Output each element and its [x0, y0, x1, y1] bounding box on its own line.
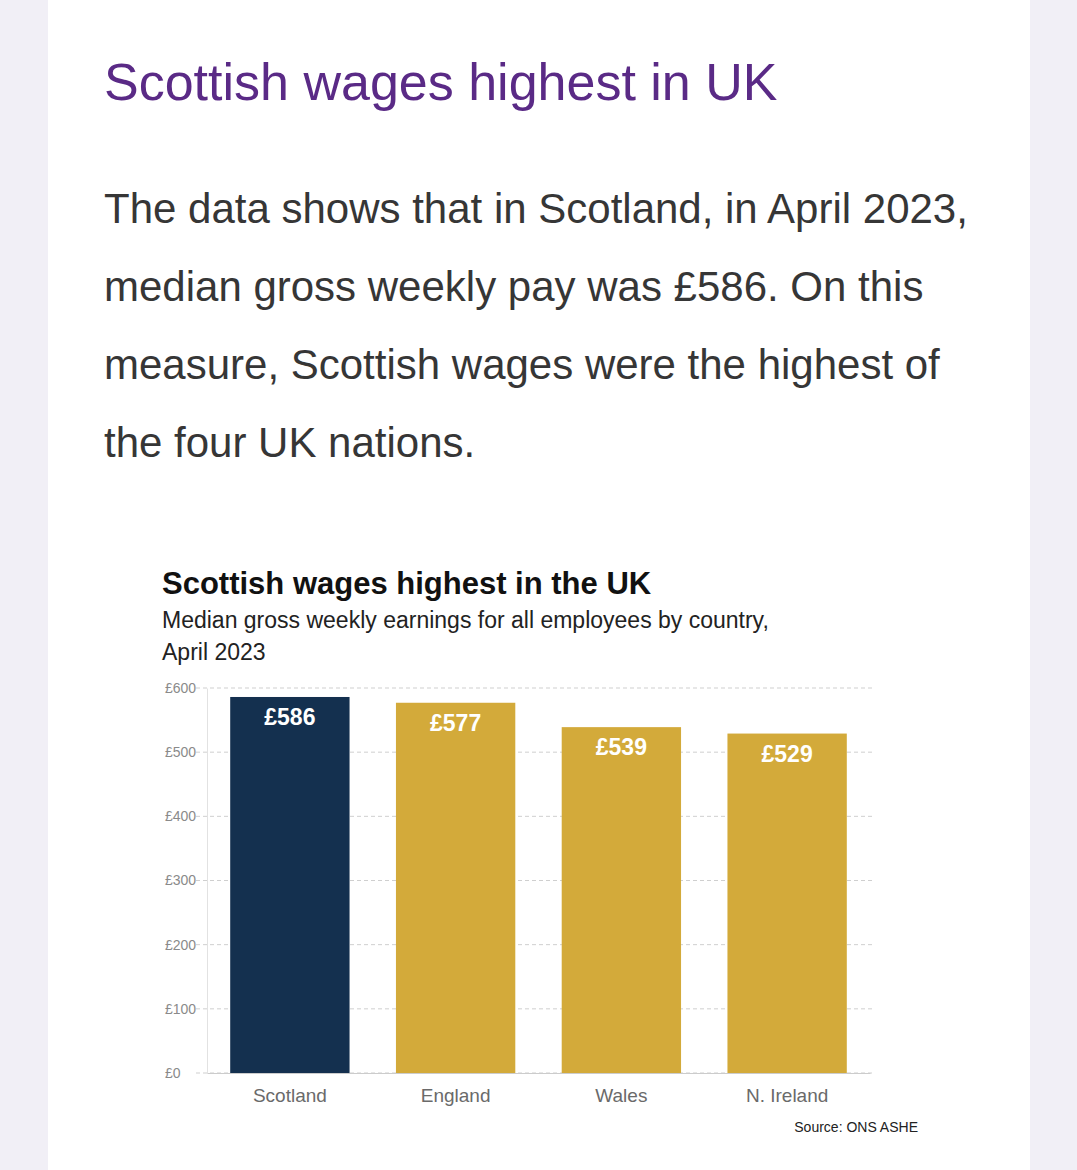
x-tick: Scotland	[253, 1073, 327, 1106]
source: Source: ONS ASHE	[794, 1119, 918, 1135]
grid-line	[196, 688, 872, 689]
y-tick-label: £0	[165, 1065, 181, 1081]
y-axis-line	[207, 689, 208, 1074]
bar	[562, 727, 681, 1073]
data-label: £577	[430, 710, 481, 736]
paragraph: The data shows that in Scotland, in Apri…	[104, 185, 968, 466]
y-tick-label: £100	[165, 1001, 196, 1017]
data-label: £529	[762, 741, 813, 767]
y-tick: £600	[165, 680, 207, 696]
y-axis: £0 £100 £200 £300 £400 £500 £600	[165, 680, 208, 1081]
paragraph-line: measure, Scottish wages were the highest…	[104, 341, 940, 388]
bar	[396, 703, 515, 1073]
y-tick-label: £300	[165, 872, 196, 888]
paragraph-line: median gross weekly pay was £586. On thi…	[104, 263, 923, 310]
x-tick-label: Scotland	[253, 1085, 327, 1106]
page-background	[0, 0, 1077, 1170]
bar	[727, 734, 846, 1073]
x-tick-label: England	[421, 1085, 491, 1106]
x-axis-line	[208, 1073, 871, 1074]
x-tick-label: Wales	[595, 1085, 647, 1106]
bar	[230, 697, 349, 1073]
y-tick-label: £500	[165, 744, 196, 760]
x-tick: Wales	[595, 1073, 647, 1106]
x-tick: England	[421, 1073, 491, 1106]
y-tick: £200	[165, 937, 207, 953]
paragraph-line: the four UK nations.	[104, 419, 475, 466]
y-tick-label: £400	[165, 808, 196, 824]
chart-subtitle-line: Median gross weekly earnings for all emp…	[162, 607, 769, 633]
data-label: £586	[264, 704, 315, 730]
paragraph-line: The data shows that in Scotland, in Apri…	[104, 185, 968, 232]
bars	[230, 697, 847, 1073]
y-tick: £0	[165, 1065, 207, 1081]
chart-title: Scottish wages highest in the UK	[162, 566, 652, 601]
y-tick: £300	[165, 872, 207, 888]
y-tick: £500	[165, 744, 207, 760]
grid	[196, 688, 872, 1073]
heading: Scottish wages highest in UK	[104, 53, 778, 111]
chart-subtitle-line: April 2023	[162, 639, 266, 665]
y-tick-label: £600	[165, 680, 196, 696]
y-tick: £400	[165, 808, 207, 824]
x-tick: N. Ireland	[746, 1073, 828, 1106]
data-labels: £586 £577 £539 £529	[264, 704, 812, 767]
page: Scottish wages highest in UK The data sho…	[0, 0, 1077, 1170]
x-axis: Scotland England Wales N. Ireland	[208, 1073, 871, 1106]
y-tick: £100	[165, 1001, 207, 1017]
y-tick-label: £200	[165, 937, 196, 953]
x-tick-label: N. Ireland	[746, 1085, 828, 1106]
card	[48, 0, 1030, 1170]
data-label: £539	[596, 734, 647, 760]
chart-subtitle: Median gross weekly earnings for all emp…	[162, 607, 769, 665]
